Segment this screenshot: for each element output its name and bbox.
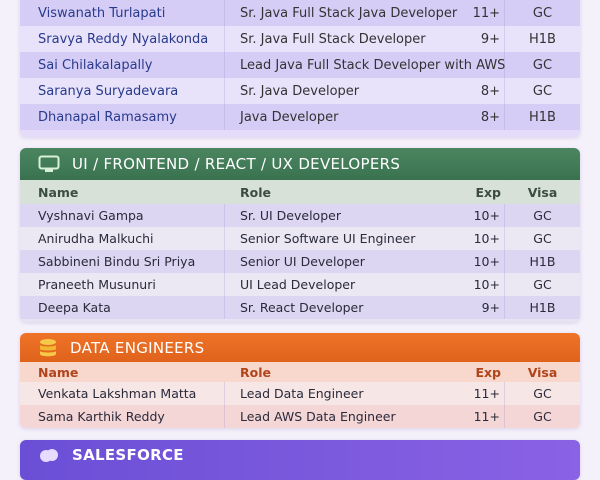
- cell-exp: 9+: [440, 296, 505, 319]
- cell-visa: H1B: [529, 254, 556, 269]
- cell-role: Lead Data Engineer: [240, 386, 364, 401]
- cell-visa: H1B: [529, 300, 556, 315]
- section-header: DATA ENGINEERS: [20, 333, 580, 362]
- cell-exp: 10+: [440, 227, 505, 250]
- column-header-visa: Visa: [527, 364, 558, 380]
- cell-exp: 10+: [440, 204, 505, 227]
- section-header: UI / FRONTEND / REACT / UX DEVELOPERS: [20, 148, 580, 180]
- cell-exp: [440, 52, 505, 78]
- table-row: Vyshnavi Gampa Sr. UI Developer 10+ GC: [20, 204, 580, 227]
- section-title: SALESFORCE: [72, 446, 184, 464]
- table-row: Dhanapal Ramasamy Java Developer 8+ H1B: [20, 104, 580, 130]
- cell-role: Senior UI Developer: [240, 254, 365, 269]
- column-header-row: Name Role Exp Visa: [20, 362, 580, 382]
- cell-name: Venkata Lakshman Matta: [20, 382, 225, 405]
- cell-name: Praneeth Musunuri: [20, 273, 225, 296]
- cell-exp: 11+: [440, 382, 505, 405]
- table-row: Sabbineni Bindu Sri Priya Senior UI Devel…: [20, 250, 580, 273]
- cell-exp: 11+: [440, 0, 505, 26]
- table-row: Anirudha Malkuchi Senior Software UI Engi…: [20, 227, 580, 250]
- cell-role: Lead AWS Data Engineer: [240, 409, 396, 424]
- column-header-name: Name: [38, 184, 79, 200]
- cell-role: Lead Java Full Stack Developer with AWS: [240, 57, 506, 73]
- table-row: Sama Karthik Reddy Lead AWS Data Engineer…: [20, 405, 580, 428]
- cell-visa: GC: [533, 277, 552, 292]
- cell-name: Sama Karthik Reddy: [20, 405, 225, 428]
- cell-visa: GC: [533, 208, 552, 223]
- table-row: Praneeth Musunuri UI Lead Developer 10+ GC: [20, 273, 580, 296]
- java-developers-table: Viswanath Turlapati Sr. Java Full Stack J…: [20, 0, 580, 137]
- column-header-exp: Exp: [475, 184, 501, 200]
- table-row: Viswanath Turlapati Sr. Java Full Stack J…: [20, 0, 580, 26]
- cell-role: Java Developer: [240, 109, 339, 125]
- cell-visa: H1B: [529, 109, 556, 125]
- cell-role: Sr. Java Full Stack Developer: [240, 31, 426, 47]
- cell-exp: 11+: [440, 405, 505, 428]
- cell-name: Dhanapal Ramasamy: [20, 104, 225, 130]
- section-title: UI / FRONTEND / REACT / UX DEVELOPERS: [72, 155, 401, 173]
- column-header-visa: Visa: [527, 184, 558, 200]
- column-header-exp: Exp: [475, 364, 501, 380]
- table-row: Deepa Kata Sr. React Developer 9+ H1B: [20, 296, 580, 319]
- cell-name: Viswanath Turlapati: [20, 0, 225, 26]
- cell-visa: GC: [532, 5, 553, 21]
- cell-visa: GC: [532, 83, 553, 99]
- cell-visa: H1B: [529, 31, 556, 47]
- cell-visa: GC: [533, 231, 552, 246]
- cell-visa: GC: [532, 57, 553, 73]
- data-engineers-section: DATA ENGINEERS Name Role Exp Visa Venkat…: [20, 333, 580, 428]
- cell-exp: 8+: [440, 78, 505, 104]
- cell-name: Sravya Reddy Nyalakonda: [20, 26, 225, 52]
- table-row: Sai Chilakalapally Lead Java Full Stack D…: [20, 52, 580, 78]
- section-title: DATA ENGINEERS: [70, 338, 205, 357]
- cell-name: Saranya Suryadevara: [20, 78, 225, 104]
- cell-role: Sr. React Developer: [240, 300, 364, 315]
- table-row: Venkata Lakshman Matta Lead Data Engineer…: [20, 382, 580, 405]
- cloud-icon: [38, 447, 60, 463]
- cell-visa: GC: [533, 386, 552, 401]
- cell-role: Sr. Java Full Stack Java Developer: [240, 5, 458, 21]
- table-row: Sravya Reddy Nyalakonda Sr. Java Full Sta…: [20, 26, 580, 52]
- cell-name: Sabbineni Bindu Sri Priya: [20, 250, 225, 273]
- section-header: SALESFORCE: [20, 440, 580, 470]
- column-header-row: Name Role Exp Visa: [20, 180, 580, 204]
- cell-role: Sr. UI Developer: [240, 208, 341, 223]
- cell-exp: 9+: [440, 26, 505, 52]
- database-icon: [38, 338, 58, 358]
- cell-name: Sai Chilakalapally: [20, 52, 225, 78]
- cell-exp: 10+: [440, 273, 505, 296]
- column-header-name: Name: [38, 364, 79, 380]
- salesforce-section: SALESFORCE: [20, 440, 580, 480]
- cell-name: Deepa Kata: [20, 296, 225, 319]
- table-row: Saranya Suryadevara Sr. Java Developer 8+ G…: [20, 78, 580, 104]
- ui-developers-section: UI / FRONTEND / REACT / UX DEVELOPERS Na…: [20, 148, 580, 322]
- column-header-role: Role: [240, 364, 271, 380]
- cell-exp: 8+: [440, 104, 505, 130]
- cell-name: Anirudha Malkuchi: [20, 227, 225, 250]
- cell-role: Senior Software UI Engineer: [240, 231, 416, 246]
- cell-name: Vyshnavi Gampa: [20, 204, 225, 227]
- cell-exp: 10+: [440, 250, 505, 273]
- cell-role: Sr. Java Developer: [240, 83, 360, 99]
- monitor-icon: [38, 155, 60, 173]
- cell-role: UI Lead Developer: [240, 277, 356, 292]
- cell-visa: GC: [533, 409, 552, 424]
- column-header-role: Role: [240, 184, 271, 200]
